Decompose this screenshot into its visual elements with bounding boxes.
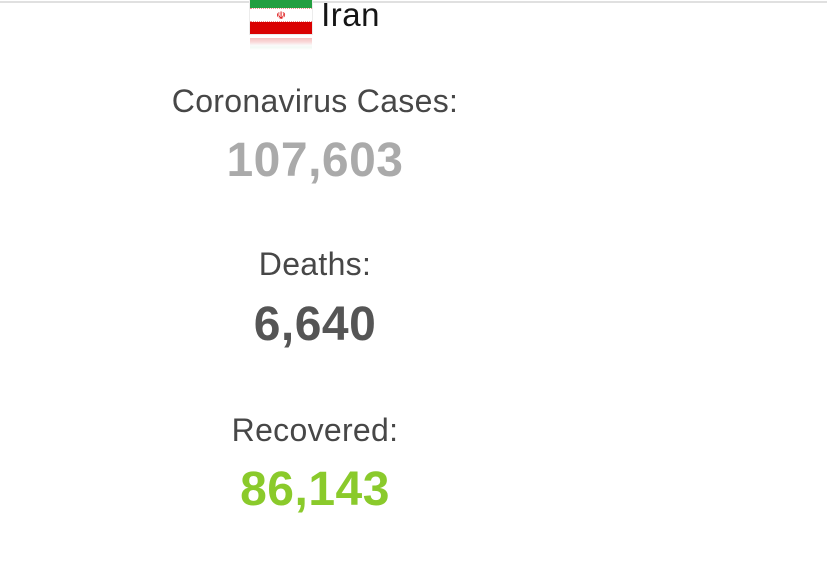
deaths-count: 6,640 — [253, 298, 377, 351]
flag-green-stripe — [250, 0, 313, 8]
iran-flag-wrap: ☫ — [250, 0, 313, 50]
recovered-label: Recovered: — [231, 412, 399, 448]
top-divider — [0, 1, 827, 3]
iran-emblem-icon: ☫ — [276, 8, 286, 22]
cases-label: Coronavirus Cases: — [171, 83, 459, 119]
country-header: ☫ Iran — [0, 0, 630, 50]
deaths-label: Deaths: — [258, 246, 372, 282]
country-stats-panel: ☫ Iran Coronavirus Cases: 107,603 Deaths… — [0, 0, 630, 516]
flag-reflection — [250, 38, 313, 50]
country-title: Iran — [321, 0, 380, 33]
recovered-count: 86,143 — [240, 463, 390, 516]
iran-flag-icon: ☫ — [250, 0, 313, 34]
flag-white-stripe: ☫ — [250, 8, 313, 22]
cases-count: 107,603 — [226, 134, 404, 187]
flag-red-stripe — [250, 22, 313, 34]
